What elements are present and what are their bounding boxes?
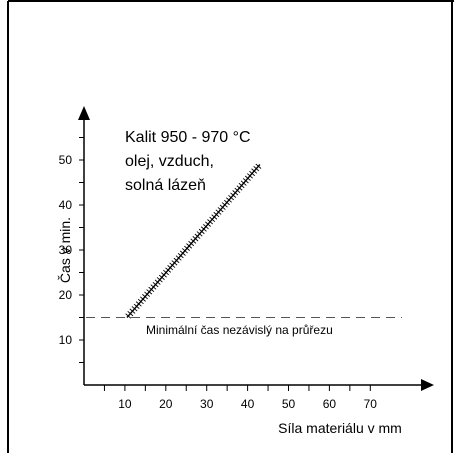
series-hatch-mark [215, 209, 222, 215]
series-hatch-mark [240, 180, 247, 186]
series-hatch-mark [207, 219, 214, 225]
series-hatch-mark [165, 267, 172, 273]
series-hatch-mark [150, 284, 157, 290]
series-hatch-mark [167, 265, 174, 271]
series-hatch-mark [163, 269, 169, 276]
series-hatch-mark [160, 272, 167, 278]
reference-line-label: Minimální čas nezávislý na průřezu [146, 323, 333, 337]
series-hatch-mark [144, 291, 151, 297]
y-axis-title: Čas v min. [57, 217, 73, 283]
series-hatch-mark [173, 257, 180, 264]
series-hatch-mark [133, 303, 140, 309]
x-tick-label: 20 [159, 397, 173, 411]
series-hatch-mark [181, 248, 188, 254]
series-hatch-mark [198, 228, 205, 235]
x-tick-label: 70 [364, 397, 378, 411]
series-hatch-mark [156, 277, 163, 283]
series-hatch-mark [154, 279, 161, 285]
x-tick-label: 50 [282, 397, 296, 411]
series-hatch-mark [211, 214, 218, 220]
x-tick-label: 10 [118, 397, 132, 411]
series-hatch-mark [236, 185, 243, 191]
series-hatch-mark [232, 190, 239, 196]
annotation-line-3: solná lázeň [125, 177, 206, 194]
series-hatch-mark [125, 313, 132, 319]
y-axis-arrowhead [78, 106, 90, 120]
series-hatch-mark [234, 187, 241, 194]
series-hatch-mark [217, 207, 224, 213]
series-hatch-mark [244, 175, 251, 181]
series-hatch-mark [152, 281, 159, 288]
series-hatch-mark [188, 240, 195, 247]
series-hatch-mark [226, 197, 232, 203]
series-hatch-mark [251, 168, 258, 174]
y-tick-label: 50 [59, 153, 73, 167]
series-hatch-mark [247, 173, 253, 179]
series-hatch-mark [192, 236, 199, 242]
series-hatch-mark [175, 255, 182, 261]
series-hatch-mark [242, 178, 249, 184]
x-axis-arrowhead [421, 379, 434, 391]
y-tick-label: 30 [59, 243, 73, 257]
series-hatch-mark [148, 286, 155, 293]
x-tick-label: 40 [241, 397, 255, 411]
series-hatch-mark [205, 221, 211, 227]
y-tick-label: 40 [59, 198, 73, 212]
series-hatch-mark [213, 211, 220, 218]
series-hatch-mark [140, 296, 146, 302]
series-hatch-mark [190, 238, 197, 244]
series-hatch-mark [135, 301, 142, 307]
series-hatch-mark [177, 252, 184, 259]
series-hatch-mark [219, 204, 226, 210]
series-hatch-mark [194, 233, 201, 239]
annotation-line-2: olej, vzduch, [125, 153, 214, 170]
annotation-line-1: Kalit 950 - 970 °C [125, 129, 251, 146]
series-hatch-mark [230, 192, 237, 198]
series-hatch-mark [202, 223, 209, 230]
series-hatch-mark [131, 306, 138, 312]
x-axis-title: Síla materiálu v mm [278, 420, 402, 436]
series-hatch-mark [158, 274, 165, 280]
series-hatch-mark [186, 243, 193, 249]
series-hatching [125, 163, 262, 319]
series-hatch-mark [169, 262, 176, 268]
series-hatch-mark [127, 310, 134, 317]
series-hatch-mark [196, 231, 203, 237]
series-hatch-mark [221, 202, 228, 208]
x-tick-label: 30 [200, 397, 214, 411]
series-hatch-mark [209, 216, 216, 222]
y-tick-label: 20 [59, 288, 73, 302]
series-hatch-mark [253, 165, 260, 172]
series-hatch-mark [129, 308, 136, 314]
series-hatch-mark [171, 260, 178, 266]
series-hatch-mark [223, 199, 230, 206]
series-hatch-mark [200, 226, 207, 232]
series-hatch-mark [255, 163, 262, 169]
series-hatch-mark [228, 194, 235, 201]
plot-area: 10 20 30 40 50 60 70 10 20 30 40 50 [59, 106, 434, 411]
series-hatch-mark [249, 170, 256, 177]
series-hatch-mark [238, 182, 245, 189]
series-hatch-mark [142, 294, 148, 300]
x-tick-label: 60 [323, 397, 337, 411]
y-tick-label: 10 [59, 333, 73, 347]
series-hatch-mark [184, 245, 190, 251]
series-hatch-mark [137, 298, 144, 305]
series-hatch-mark [179, 250, 186, 256]
series-hatch-mark [146, 289, 153, 295]
